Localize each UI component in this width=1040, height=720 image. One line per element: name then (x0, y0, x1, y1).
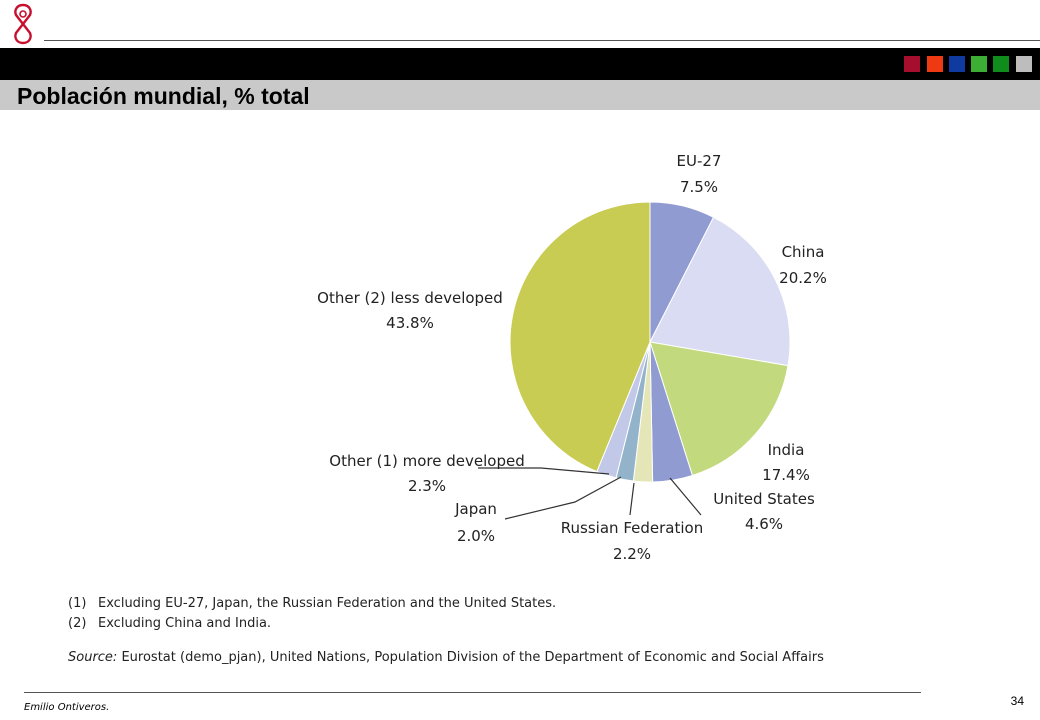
label-name-eu-27: EU-27 (677, 152, 722, 170)
accent-square-6 (1016, 56, 1032, 72)
label-name-russian-federation: Russian Federation (561, 519, 703, 537)
label-value-russian-federation: 2.2% (613, 545, 651, 563)
label-value-other-1-more-developed: 2.3% (408, 477, 446, 495)
footnote-2: (2) Excluding China and India. (68, 616, 271, 631)
label-value-china: 20.2% (779, 269, 827, 287)
footnote-1-number: (1) (68, 596, 87, 611)
leader-russian-federation (629, 482, 635, 516)
slide-title: Población mundial, % total (17, 83, 310, 109)
logo-icon (14, 3, 32, 45)
footnote-2-number: (2) (68, 616, 87, 631)
pie-chart: EU-27 7.5% China 20.2% India 17.4% United Stat… (317, 152, 827, 563)
label-name-other-1-more-developed: Other (1) more developed (329, 452, 524, 470)
pie-slice-other-2-less-developed (509, 201, 651, 473)
leader-japan (504, 476, 622, 520)
label-name-other-2-less-developed: Other (2) less developed (317, 289, 503, 307)
pie-slice-india (649, 341, 789, 477)
source-note: Source: Eurostat (demo_pjan), United Nat… (68, 650, 824, 665)
accent-square-2 (927, 56, 943, 72)
footnote-1: (1) Excluding EU-27, Japan, the Russian F… (68, 596, 556, 611)
title-bar (0, 80, 1040, 110)
bottom-rule (24, 692, 921, 693)
label-name-japan: Japan (454, 500, 497, 518)
label-value-united-states: 4.6% (745, 515, 783, 533)
source-text: Eurostat (demo_pjan), United Nations, Po… (121, 650, 824, 665)
label-value-other-2-less-developed: 43.8% (386, 314, 434, 332)
leader-united-states (669, 477, 702, 516)
accent-square-4 (971, 56, 987, 72)
leader-other-more-developed (478, 467, 610, 475)
label-value-india: 17.4% (762, 466, 810, 484)
label-name-india: India (768, 441, 805, 459)
pie-slice-china (649, 216, 791, 367)
page-number: 34 (1010, 694, 1024, 708)
label-value-japan: 2.0% (457, 527, 495, 545)
label-name-united-states: United States (713, 490, 815, 508)
label-name-china: China (782, 243, 825, 261)
author-name: Emilio Ontiveros. (24, 702, 110, 713)
top-rule (44, 40, 1040, 41)
header-bar (0, 48, 1040, 80)
source-label: Source: (68, 650, 118, 665)
accent-square-5 (993, 56, 1009, 72)
accent-square-1 (904, 56, 920, 72)
label-value-eu-27: 7.5% (680, 178, 718, 196)
footnote-1-text: Excluding EU-27, Japan, the Russian Fede… (98, 596, 557, 611)
footnote-2-text: Excluding China and India. (98, 616, 272, 631)
accent-square-3 (949, 56, 965, 72)
